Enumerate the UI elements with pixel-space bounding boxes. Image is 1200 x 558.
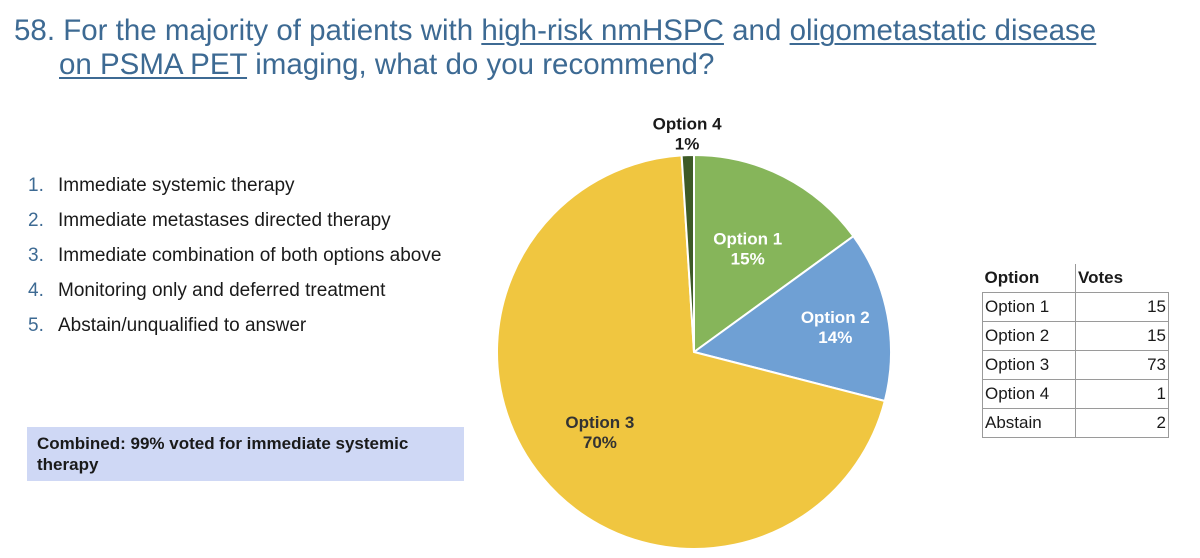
pie-chart: Option 1 15% Option 2 14% Option 3 70% Option … (496, 115, 892, 550)
option-cell: Abstain (982, 408, 1076, 438)
option-text: Monitoring only and deferred treatment (58, 280, 386, 301)
option-number: 3. (28, 245, 44, 266)
votes-cell: 2 (1075, 408, 1169, 438)
table-row: Option 2 15 (982, 321, 1169, 351)
table-row: Abstain 2 (982, 408, 1169, 438)
option-number: 5. (28, 315, 44, 336)
title-text-2: imaging, what do you recommend? (255, 48, 715, 81)
combined-callout: Combined: 99% voted for immediate system… (27, 427, 464, 481)
options-list: 1. Immediate systemic therapy 2. Immedia… (28, 174, 468, 349)
option-text: Abstain/unqualified to answer (58, 315, 307, 336)
title-link-psma-pet[interactable]: on PSMA PET (59, 48, 248, 81)
question-number: 58. (14, 14, 56, 47)
title-text-1: For the majority of patients with (63, 14, 474, 47)
pie-slice-option-2 (691, 234, 892, 403)
votes-cell: 1 (1075, 379, 1169, 409)
option-cell: Option 2 (982, 321, 1076, 351)
pie-label-option-1: Option 1 15% (713, 230, 782, 269)
slide-title: 58. For the majority of patients with hi… (14, 14, 1194, 82)
option-cell: Option 1 (982, 292, 1076, 322)
table-row: Option 1 15 (982, 292, 1169, 322)
title-text-and: and (732, 14, 782, 47)
title-link-oligometastatic[interactable]: oligometastatic disease (789, 14, 1097, 47)
list-item: 2. Immediate metastases directed therapy (28, 209, 468, 232)
list-item: 4. Monitoring only and deferred treatmen… (28, 279, 468, 302)
option-number: 2. (28, 210, 44, 231)
table-row: Option 3 73 (982, 350, 1169, 380)
votes-cell: 73 (1075, 350, 1169, 380)
table-row: Option 4 1 (982, 379, 1169, 409)
pie-slice-option-3 (496, 154, 887, 550)
option-number: 4. (28, 280, 44, 301)
list-item: 3. Immediate combination of both options… (28, 244, 468, 267)
votes-table: Option Votes Option 1 15 Option 2 15 Opt… (982, 264, 1169, 438)
pie-slice-option-4 (680, 153, 695, 353)
pie-label-option-2: Option 2 14% (801, 308, 870, 347)
pie-label-option-3: Option 3 70% (565, 413, 634, 452)
list-item: 5. Abstain/unqualified to answer (28, 314, 468, 337)
table-header-row: Option Votes (982, 264, 1169, 293)
title-link-high-risk[interactable]: high-risk nmHSPC (481, 14, 724, 47)
pie-label-option-4: Option 4 1% (653, 115, 722, 154)
list-item: 1. Immediate systemic therapy (28, 174, 468, 197)
option-text: Immediate metastases directed therapy (58, 210, 391, 231)
votes-cell: 15 (1075, 292, 1169, 322)
column-header-option: Option (982, 264, 1076, 293)
option-text: Immediate combination of both options ab… (58, 245, 442, 266)
option-text: Immediate systemic therapy (58, 175, 295, 196)
pie-slice-option-1 (693, 153, 855, 354)
votes-cell: 15 (1075, 321, 1169, 351)
option-number: 1. (28, 175, 44, 196)
column-header-votes: Votes (1075, 264, 1169, 293)
option-cell: Option 3 (982, 350, 1076, 380)
option-cell: Option 4 (982, 379, 1076, 409)
